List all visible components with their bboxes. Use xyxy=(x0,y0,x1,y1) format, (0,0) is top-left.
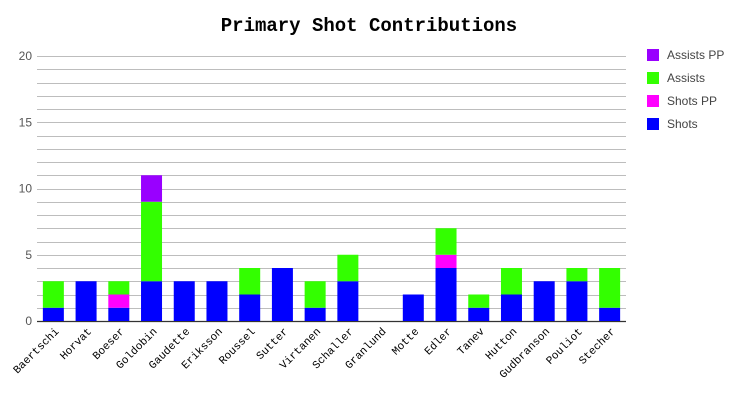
bar-assists-schaller xyxy=(337,254,359,282)
x-tick-label: Baertschi xyxy=(12,326,63,377)
bar-shots-tanev xyxy=(468,307,490,321)
bar-shots-hutton xyxy=(500,294,522,321)
y-tick-label: 5 xyxy=(25,248,32,262)
y-tick-label: 15 xyxy=(19,115,33,129)
bar-shots-baertschi xyxy=(42,307,64,321)
bars xyxy=(42,175,621,321)
bar-assists-stecher xyxy=(599,268,621,308)
x-tick-label: Tanev xyxy=(456,326,488,358)
bar-shots-pouliot xyxy=(566,281,588,321)
bar-shots-gudbranson xyxy=(533,281,555,321)
legend-swatch xyxy=(647,72,659,84)
bar-assists-roussel xyxy=(239,268,261,295)
bar-shots-sutter xyxy=(271,268,293,321)
bar-shots-goldobin xyxy=(141,281,163,321)
bar-shots-roussel xyxy=(239,294,261,321)
bar-assists-hutton xyxy=(500,268,522,295)
bar-assists-edler xyxy=(435,228,457,255)
legend-swatch xyxy=(647,49,659,61)
x-tick-label: Roussel xyxy=(217,326,258,367)
bar-shots-virtanen xyxy=(304,307,326,321)
bar-shots-horvat xyxy=(75,281,97,321)
x-tick-label: Edler xyxy=(423,326,455,358)
bar-assists-virtanen xyxy=(304,281,326,308)
bar-shots-schaller xyxy=(337,281,359,321)
bar-assists-baertschi xyxy=(42,281,64,308)
bar-shots-pp-edler xyxy=(435,254,457,268)
bar-shots-eriksson xyxy=(206,281,228,321)
legend-label: Assists xyxy=(667,71,705,85)
x-tick-label: Horvat xyxy=(58,326,94,362)
x-axis-ticks: BaertschiHorvatBoeserGoldobinGaudetteEri… xyxy=(12,326,619,381)
y-axis-ticks: 0 5 10 15 20 xyxy=(19,49,33,328)
y-tick-label: 20 xyxy=(19,49,33,63)
chart-title: Primary Shot Contributions xyxy=(221,15,517,37)
legend-swatch xyxy=(647,95,659,107)
legend-label: Shots xyxy=(667,117,698,131)
legend-label: Shots PP xyxy=(667,94,717,108)
x-tick-label: Stecher xyxy=(577,326,618,367)
x-tick-label: Motte xyxy=(390,326,422,358)
bar-assists-goldobin xyxy=(141,201,163,282)
bar-shots-motte xyxy=(402,294,424,321)
bar-assists-pp-goldobin xyxy=(141,175,163,202)
legend-swatch xyxy=(647,118,659,130)
legend: Assists PP Assists Shots PP Shots xyxy=(647,48,724,131)
y-tick-label: 0 xyxy=(25,314,32,328)
bar-assists-tanev xyxy=(468,294,490,308)
gridlines xyxy=(37,56,626,323)
legend-label: Assists PP xyxy=(667,48,724,62)
bar-shots-edler xyxy=(435,268,457,321)
bar-shots-stecher xyxy=(599,307,621,321)
bar-shots-pp-boeser xyxy=(108,294,130,308)
bar-shots-gaudette xyxy=(173,281,195,321)
y-tick-label: 10 xyxy=(19,182,33,196)
bar-shots-boeser xyxy=(108,307,130,321)
bar-assists-pouliot xyxy=(566,268,588,282)
bar-assists-boeser xyxy=(108,281,130,295)
